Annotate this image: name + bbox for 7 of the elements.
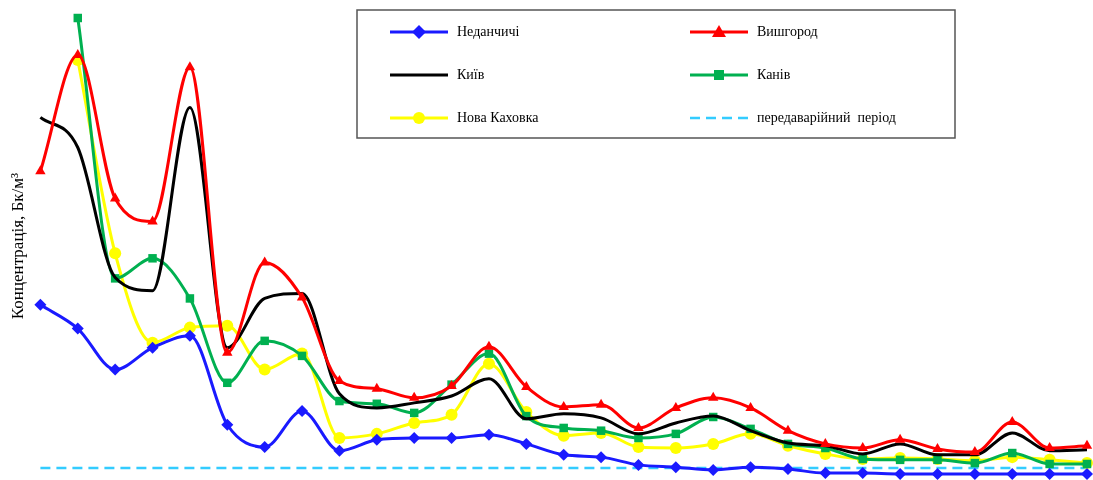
legend-label: Нова Каховка [457,109,540,125]
legend-label: Канів [757,66,791,82]
legend-label: Київ [457,66,485,82]
legend-label: Вишгород [757,23,818,39]
legend-label: Неданчичі [457,23,520,39]
legend-label: передаварійний період [757,109,896,125]
y-axis-title: Концентрація, Бк/м³ [7,172,27,320]
